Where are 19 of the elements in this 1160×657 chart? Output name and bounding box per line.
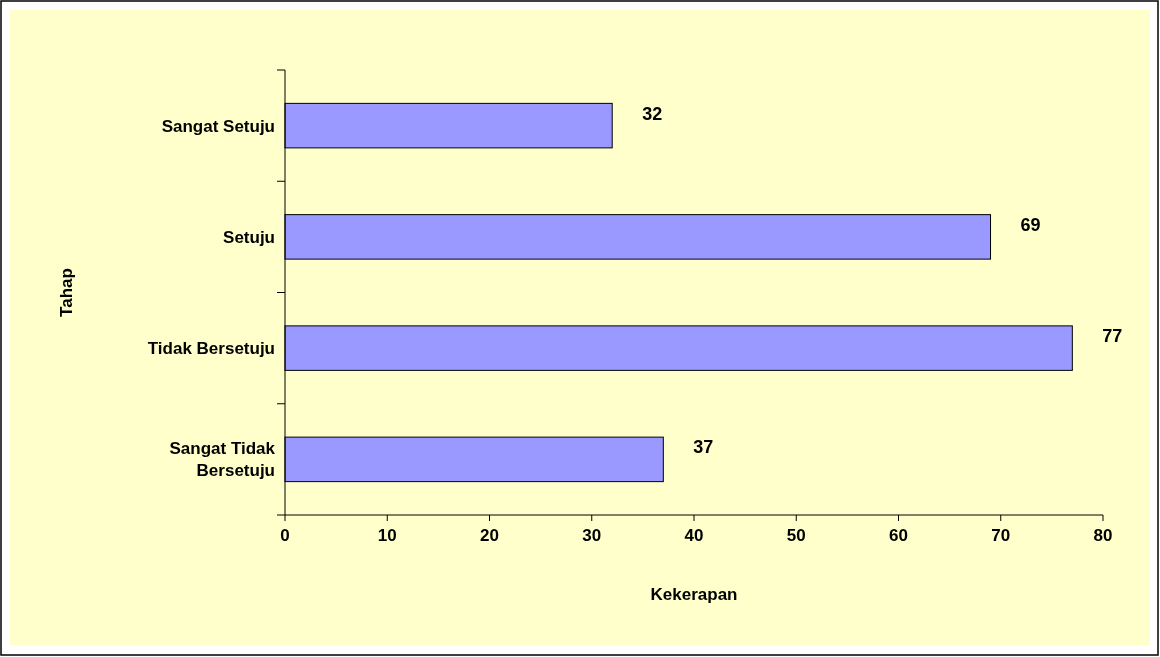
x-axis-title: Kekerapan (650, 585, 738, 604)
y-axis-title: Tahap (57, 268, 76, 317)
x-tick-label: 50 (786, 526, 806, 545)
x-tick-label: 80 (1093, 526, 1113, 545)
x-tick-label: 20 (480, 526, 499, 545)
y-tick-label: Setuju (223, 227, 275, 247)
data-label: 37 (693, 437, 714, 458)
data-label: 32 (642, 103, 663, 124)
x-tick-label: 0 (280, 526, 290, 545)
x-tick-label: 40 (684, 526, 704, 545)
y-tick-label: Sangat Tidak Bersetuju (169, 439, 276, 481)
x-tick-label: 30 (582, 526, 602, 545)
data-label: 77 (1102, 326, 1123, 347)
data-label: 69 (1020, 214, 1041, 235)
y-tick-label: Sangat Setuju (161, 116, 275, 136)
x-tick-label: 10 (377, 526, 397, 545)
x-tick-label: 70 (991, 526, 1011, 545)
x-tick-label: 60 (889, 526, 908, 545)
y-tick-label: Tidak Bersetuju (147, 339, 275, 359)
